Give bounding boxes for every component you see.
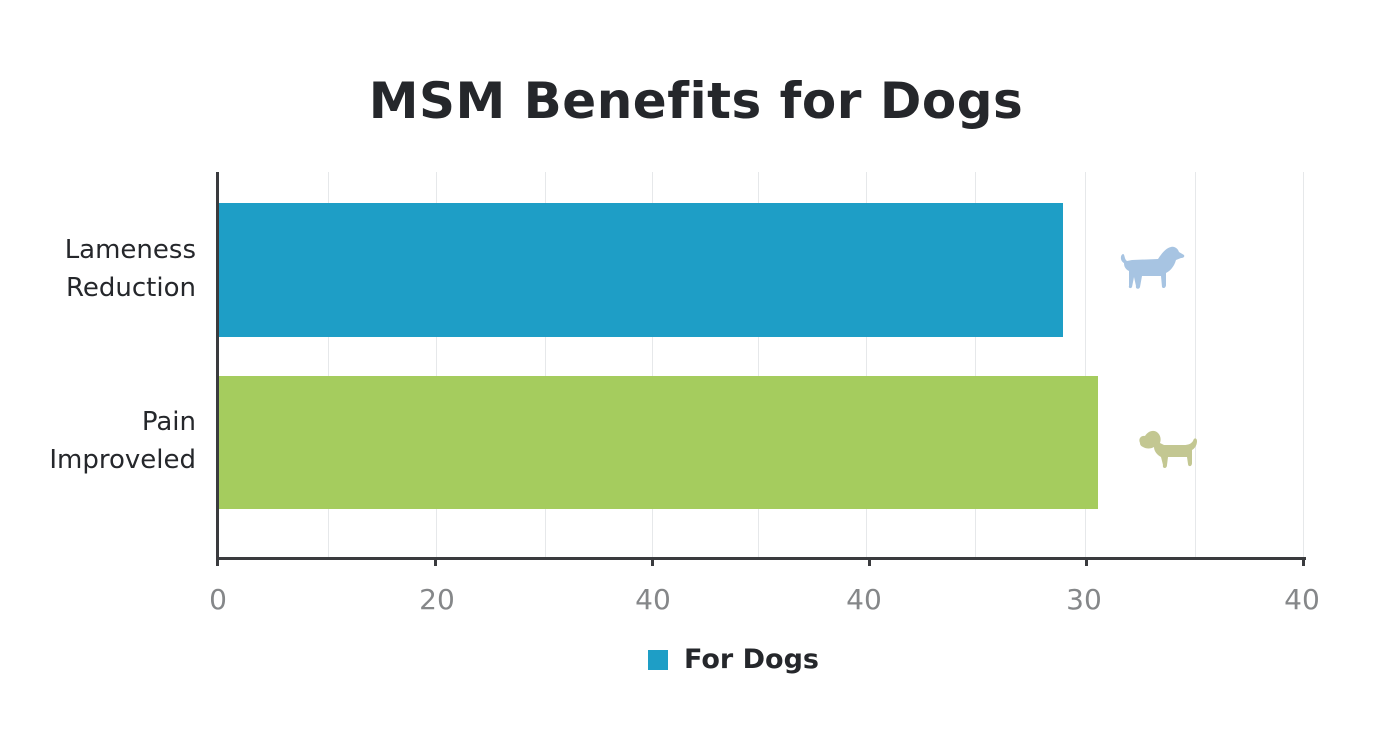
gridline [328, 172, 329, 559]
bar-lameness-reduction [218, 203, 1063, 337]
gridline [436, 172, 437, 559]
x-tick [1302, 557, 1305, 566]
category-label-line: Lameness [64, 235, 196, 265]
x-tick [651, 557, 654, 566]
x-tick [1085, 557, 1088, 566]
dog-icon [1120, 246, 1185, 289]
x-tick [216, 557, 219, 566]
category-label-line: Pain [141, 407, 196, 437]
x-tick-label: 40 [846, 583, 882, 616]
y-axis [216, 172, 219, 561]
gridline [758, 172, 759, 559]
category-label-line: Improveled [49, 445, 196, 475]
gridline [1303, 172, 1304, 559]
category-label-pain-improveled: Pain Improveled [49, 403, 196, 479]
gridline [1085, 172, 1086, 559]
gridline [652, 172, 653, 559]
x-tick-label: 20 [419, 583, 455, 616]
bar-pain-improveled [218, 376, 1098, 509]
x-tick [434, 557, 437, 566]
x-tick-label: 40 [635, 583, 671, 616]
chart-title: MSM Benefits for Dogs [368, 72, 1024, 130]
x-tick [868, 557, 871, 566]
x-axis [216, 557, 1306, 560]
legend: For Dogs [648, 644, 819, 675]
dog-icon [1139, 430, 1197, 468]
gridline [866, 172, 867, 559]
category-label-line: Reduction [66, 273, 196, 303]
gridline [1195, 172, 1196, 559]
gridline [975, 172, 976, 559]
gridline [545, 172, 546, 559]
x-tick-label: 30 [1066, 583, 1102, 616]
x-tick-label: 40 [1284, 583, 1320, 616]
legend-label-for-dogs: For Dogs [684, 644, 819, 675]
x-tick-label: 0 [209, 583, 227, 616]
category-label-lameness-reduction: Lameness Reduction [65, 231, 196, 307]
legend-swatch-for-dogs [648, 649, 668, 670]
